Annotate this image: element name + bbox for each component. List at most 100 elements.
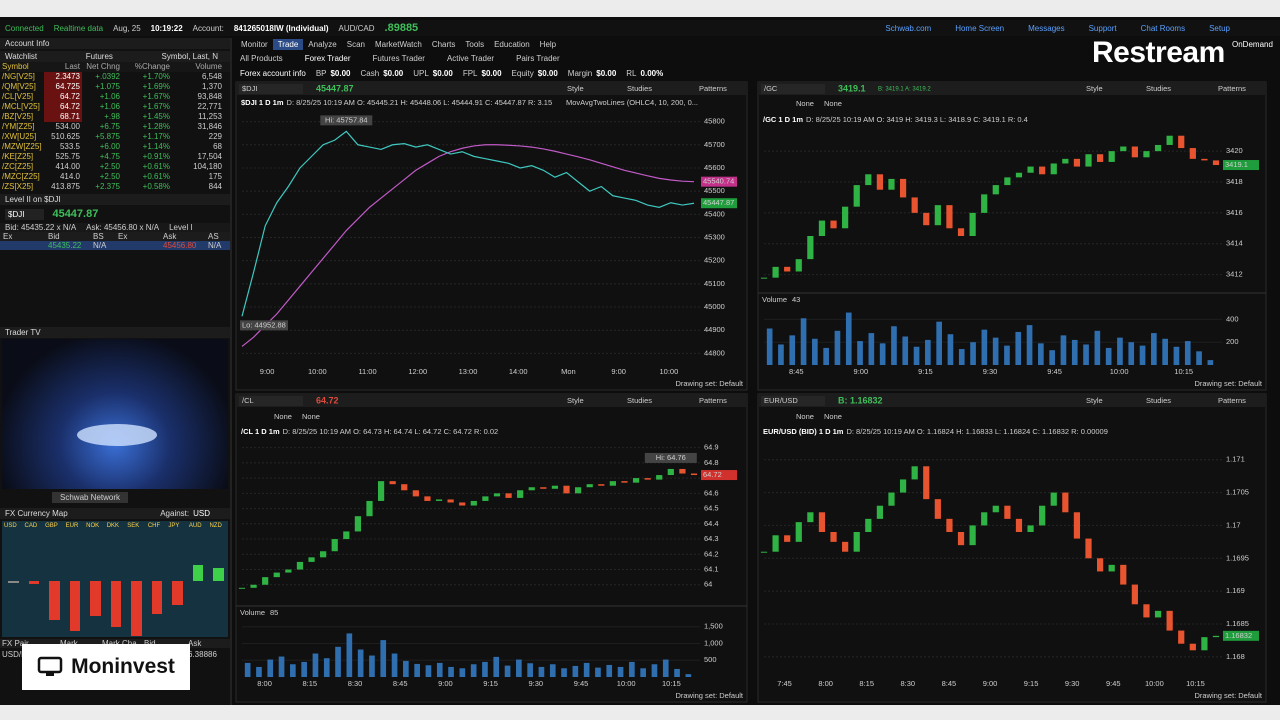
against[interactable]: USD [193,509,210,518]
toolbar-patterns: Patterns [699,396,727,405]
sub-tab[interactable]: Futures Trader [372,54,425,63]
menu-tab[interactable]: Analyze [308,39,337,49]
account[interactable]: 841265018IW (Individual) [233,23,329,33]
volume-bar [1083,344,1089,365]
x-tick-label: 8:00 [257,679,272,688]
x-tick-label: 9:30 [1065,679,1080,688]
candle [667,468,674,476]
cell: 6,548 [201,72,222,81]
candle [760,277,768,279]
watchlist-row[interactable]: /QM[V25] 64.725 +1.075 +1.69% 1,370 [0,82,230,92]
cell: 31,846 [197,122,222,131]
restream-watermark: Restream [1092,36,1225,69]
header-link[interactable]: Schwab.com [885,23,932,33]
y-tick-label: 45300 [704,232,725,241]
header-link[interactable]: Setup [1209,23,1230,33]
field-label: Margin [567,68,593,78]
menu-tab[interactable]: Scan [346,39,365,49]
candle [923,212,930,226]
watchlist-row[interactable]: /MCL[V25] 64.72 +1.06 +1.67% 22,771 [0,102,230,112]
cell: +1.28% [142,122,170,131]
candle [807,236,814,260]
watchlist-row[interactable]: /ZC[Z25] 414.00 +2.50 +0.61% 104,180 [0,162,230,172]
candle [865,518,872,532]
menu-tab[interactable]: Tools [465,39,485,49]
watchlist-row[interactable]: /MZW[Z25] 533.5 +6.00 +1.14% 68 [0,142,230,152]
cell: /YM[Z25] [2,122,35,131]
watchlist-row[interactable]: /MZC[Z25] 414.0 +2.50 +0.61% 175 [0,172,230,182]
x-tick-label: 9:45 [1047,367,1062,376]
none-label: None [796,412,814,421]
cell: +0.58% [142,182,170,191]
symbol: EUR/USD [764,396,798,405]
fx-bar [131,581,142,636]
candle [842,206,849,229]
candle [1178,630,1185,644]
x-tick-label: 9:00 [611,367,626,376]
chart-panel: EUR/USD B: 1.16832 Style Studies Patterns Non… [757,393,1267,703]
field-label: FPL [462,68,478,78]
cell: 64.72 [44,102,82,112]
menu-tab[interactable]: MarketWatch [375,39,422,49]
watchlist-row[interactable]: /BZ[V25] 68.71 +.98 +1.45% 11,253 [0,112,230,122]
sub-tab[interactable]: Pairs Trader [516,54,560,63]
candle [412,490,419,497]
candle [992,185,999,195]
sub-tab[interactable]: All Products [240,54,283,63]
menu-tab[interactable]: Trade [272,38,304,50]
price-tag-label: 1.16832 [1225,631,1252,640]
watchlist-row[interactable]: /ZS[X25] 413.875 +2.375 +0.58% 844 [0,182,230,192]
watchlist-row[interactable]: /NG[V25] 2.3473 +.0392 +1.70% 6,548 [0,72,230,82]
currency: NZD [209,523,222,529]
candle [308,557,315,562]
header-link[interactable]: Support [1088,23,1117,33]
menu-tab[interactable]: Monitor [241,39,268,49]
candle [946,518,953,532]
volume-bar [913,346,920,365]
sub-tab[interactable]: Active Trader [446,54,495,63]
watchlist-row[interactable]: /XW[U25] 510.625 +5.875 +1.17% 229 [0,132,230,142]
candle [1050,163,1057,175]
header-link[interactable]: Messages [1028,23,1065,33]
x-tick-label: 10:00 [617,679,636,688]
level2-bidask: Bid: 45435.22 x N/A Ask: 45456.80 x N/A Le… [0,223,230,232]
candle [459,502,466,506]
watchlist-search[interactable]: Symbol, Last, N [161,52,218,61]
menu-tab[interactable]: Help [539,39,557,49]
y-tick-label: 45000 [704,302,725,311]
header-link[interactable]: Chat Rooms [1140,23,1186,33]
info-title: $DJI 1 D 1m [241,98,284,107]
volume-tick-label: 1,000 [704,638,723,647]
menu-tab[interactable]: Education [494,39,530,49]
volume-label: Volume [240,608,265,617]
candle [366,500,373,517]
watchlist-list[interactable]: Futures [85,52,113,61]
section-header[interactable]: Account Info [0,38,230,49]
cell: 45435.22 [48,241,82,250]
toolbar-studies: Studies [1146,84,1171,93]
ondemand[interactable]: OnDemand [1232,40,1273,49]
toolbar-studies: Studies [627,396,652,405]
cell: 64.72 [44,92,82,102]
currency: NOK [86,523,100,529]
watchlist-row[interactable]: /CL[V25] 64.72 +1.06 +1.67% 93,848 [0,92,230,102]
candle [1073,512,1081,539]
volume-bar [516,659,522,677]
fx-against: Against: USD [160,509,210,518]
sub-tab[interactable]: Forex Trader [304,54,351,63]
watchlist-row[interactable]: /YM[Z25] 534.00 +6.75 +1.28% 31,846 [0,122,230,132]
candle [331,539,338,552]
cell: +6.75 [99,122,120,131]
menu-tab[interactable]: Charts [431,39,456,49]
header-link[interactable]: Home Screen [955,23,1005,33]
volume-bar [504,665,511,677]
volume-bar [766,328,773,365]
cell: +0.91% [142,152,170,161]
x-tick-label: 9:00 [983,679,998,688]
cell: +2.50 [99,162,120,171]
symbol: /GC [764,84,778,93]
candle [493,493,501,497]
watchlist-row[interactable]: /KE[Z25] 525.75 +4.75 +0.91% 17,504 [0,152,230,162]
volume-bar [1038,343,1044,365]
cell: 413.875 [51,182,80,191]
